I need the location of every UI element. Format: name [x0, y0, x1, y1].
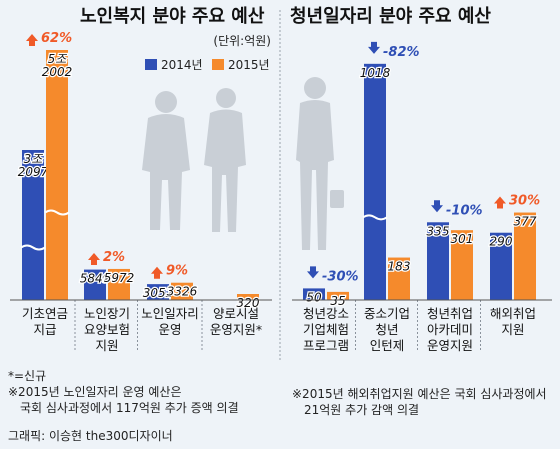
value-label-p0-c1-2015-0: 5972 [104, 271, 135, 285]
category-label-p0-c3-0: 양로시설 [213, 306, 259, 321]
category-label-p1-c3-0: 해외취업 [490, 306, 536, 321]
note-left-line2: 국회 심사과정에서 117억원 추가 증액 의결 [20, 401, 239, 415]
value-label-p1-c2-2015-0: 301 [451, 232, 474, 246]
legend-label-2014: 2014년 [161, 58, 203, 72]
value-label-p1-c3-2015-0: 377 [514, 215, 537, 229]
bar-p1-c1-2015 [388, 257, 410, 300]
change-arrow-up-icon-p1-c3 [494, 196, 506, 209]
category-label-p0-c1-1: 요양보험 [84, 322, 130, 337]
change-label-p1-c3: 30% [509, 194, 540, 209]
category-label-p0-c0-1: 지급 [33, 322, 56, 337]
bar-p0-c1-2014 [84, 269, 106, 300]
legend: 2014년 2015년 [145, 58, 270, 72]
change-label-p1-c2: -10% [446, 203, 483, 218]
value-label-p1-c1-2014-0: 1018 [360, 66, 391, 80]
axis-break-p0-c0-2015 [44, 209, 70, 216]
value-label-p0-c0-2014-1: 2097 [18, 165, 49, 179]
axis-break-p1-c1-2014 [362, 214, 388, 221]
value-label-p1-c0-2014-0: 50 [306, 290, 322, 304]
category-label-p1-c3-1: 지원 [501, 322, 524, 337]
note-right-line2: 21억원 추가 감액 의결 [304, 403, 420, 417]
category-label-p0-c1-0: 노인장기 [84, 306, 130, 321]
note-left-line1: ※2015년 노인일자리 운영 예산은 [8, 385, 182, 399]
bar-p0-c2-2015 [171, 282, 193, 300]
bar-p1-c0-2015 [327, 291, 349, 300]
right-chart-title: 청년일자리 분야 주요 예산 [290, 6, 491, 27]
bar-p1-c3-2014 [490, 232, 512, 300]
value-label-p0-c1-2014-0: 5849 [80, 272, 111, 286]
category-label-p1-c0-1: 기업체험 [303, 322, 349, 337]
elderly-couple-silhouette-icon [142, 88, 246, 232]
value-label-p0-c0-2015-1: 2002 [42, 65, 73, 79]
change-arrow-up-icon-p0-c1 [88, 252, 100, 265]
bar-p1-c1-2014 [364, 63, 386, 300]
value-label-p0-c0-2014-0: 3조 [24, 152, 44, 166]
bar-p1-c2-2014 [427, 222, 449, 300]
value-label-p0-c2-2014-0: 3052 [143, 286, 174, 300]
change-arrow-up-icon-p0-c0 [26, 34, 38, 46]
change-arrow-down-icon-p1-c2 [431, 200, 443, 213]
bar-p0-c0-2015 [46, 50, 68, 300]
change-label-p1-c1: -82% [383, 45, 420, 60]
value-label-p1-c3-2014-0: 290 [490, 235, 513, 249]
bar-p1-c0-2014 [303, 288, 325, 300]
credit: 그래픽: 이승현 the300디자이너 [8, 429, 173, 443]
chart-marks: 3조20975조200262%기초연금지급584959722%노인장기요양보험지… [10, 31, 552, 353]
change-arrow-down-icon-p1-c1 [368, 41, 380, 54]
change-label-p0-c1: 2% [103, 250, 125, 265]
value-label-p0-c2-2015-0: 3326 [167, 285, 198, 299]
value-label-p1-c0-2015-0: 35 [330, 294, 345, 308]
bar-p1-c3-2015 [514, 212, 536, 300]
change-label-p0-c0: 62% [41, 31, 72, 46]
young-man-silhouette-icon [296, 77, 344, 250]
category-label-p0-c1-2: 지원 [95, 338, 118, 353]
bar-p0-c1-2015 [108, 268, 130, 300]
category-label-p1-c2-0: 청년취업 [427, 306, 473, 321]
category-label-p0-c0-0: 기초연금 [22, 306, 68, 321]
change-arrow-up-icon-p0-c2 [151, 266, 163, 279]
category-label-p1-c1-0: 중소기업 [364, 306, 410, 321]
bar-p0-c3-2015 [237, 294, 259, 300]
value-label-p1-c2-2014-0: 335 [427, 224, 450, 238]
category-label-p1-c2-1: 아카데미 [427, 322, 473, 337]
left-chart-title: 노인복지 분야 주요 예산 [80, 6, 265, 27]
legend-swatch-2015 [212, 59, 224, 70]
category-label-p1-c0-2: 프로그램 [303, 338, 349, 353]
bar-p1-c2-2015 [451, 230, 473, 300]
legend-label-2015: 2015년 [228, 58, 270, 72]
value-label-p1-c1-2015-0: 183 [388, 260, 411, 274]
value-label-p0-c0-2015-0: 5조 [48, 52, 68, 66]
category-label-p1-c0-0: 청년강소 [303, 306, 349, 321]
category-label-p1-c1-1: 청년 [375, 322, 398, 337]
change-arrow-down-icon-p1-c0 [307, 266, 319, 279]
category-label-p0-c3-1: 운영지원* [210, 322, 262, 337]
category-label-p0-c2-0: 노인일자리 [141, 306, 199, 321]
category-label-p1-c1-2: 인턴제 [370, 338, 405, 353]
unit-label: (단위:억원) [213, 34, 271, 48]
change-label-p0-c2: 9% [166, 264, 188, 279]
legend-swatch-2014 [145, 59, 157, 70]
category-label-p0-c2-1: 운영 [158, 322, 181, 337]
category-label-p1-c2-2: 운영지원 [427, 338, 473, 353]
bar-p0-c2-2014 [147, 284, 169, 300]
bar-p0-c0-2014 [22, 150, 44, 300]
axis-break-p0-c0-2014 [20, 244, 46, 251]
note-right-line1: ※2015년 해외취업지원 예산은 국회 심사과정에서 [292, 387, 547, 401]
note-new-item: *=신규 [8, 369, 47, 383]
change-label-p1-c0: -30% [322, 269, 359, 284]
